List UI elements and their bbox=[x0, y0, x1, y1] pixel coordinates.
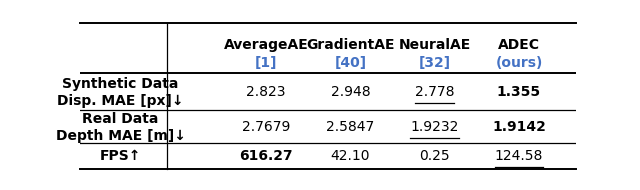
Text: (ours): (ours) bbox=[495, 56, 543, 70]
Text: [40]: [40] bbox=[334, 56, 366, 70]
Text: 2.778: 2.778 bbox=[415, 85, 454, 99]
Text: 0.25: 0.25 bbox=[419, 149, 450, 163]
Text: 42.10: 42.10 bbox=[331, 149, 370, 163]
Text: 1.9142: 1.9142 bbox=[492, 120, 546, 134]
Text: 616.27: 616.27 bbox=[239, 149, 293, 163]
Text: 124.58: 124.58 bbox=[495, 149, 543, 163]
Text: 1.9232: 1.9232 bbox=[410, 120, 459, 134]
Text: AverageAE: AverageAE bbox=[223, 39, 308, 52]
Text: GradientAE: GradientAE bbox=[306, 39, 395, 52]
Text: NeuralAE: NeuralAE bbox=[399, 39, 471, 52]
Text: ADEC: ADEC bbox=[498, 39, 540, 52]
Text: 2.7679: 2.7679 bbox=[242, 120, 290, 134]
Text: [1]: [1] bbox=[255, 56, 277, 70]
Text: [32]: [32] bbox=[419, 56, 451, 70]
Text: 2.948: 2.948 bbox=[330, 85, 370, 99]
Text: Synthetic Data
Disp. MAE [px]↓: Synthetic Data Disp. MAE [px]↓ bbox=[58, 77, 184, 108]
Text: 1.355: 1.355 bbox=[497, 85, 541, 99]
Text: 2.5847: 2.5847 bbox=[326, 120, 374, 134]
Text: FPS↑: FPS↑ bbox=[100, 149, 141, 163]
Text: 2.823: 2.823 bbox=[246, 85, 285, 99]
Text: Real Data
Depth MAE [m]↓: Real Data Depth MAE [m]↓ bbox=[56, 112, 186, 143]
